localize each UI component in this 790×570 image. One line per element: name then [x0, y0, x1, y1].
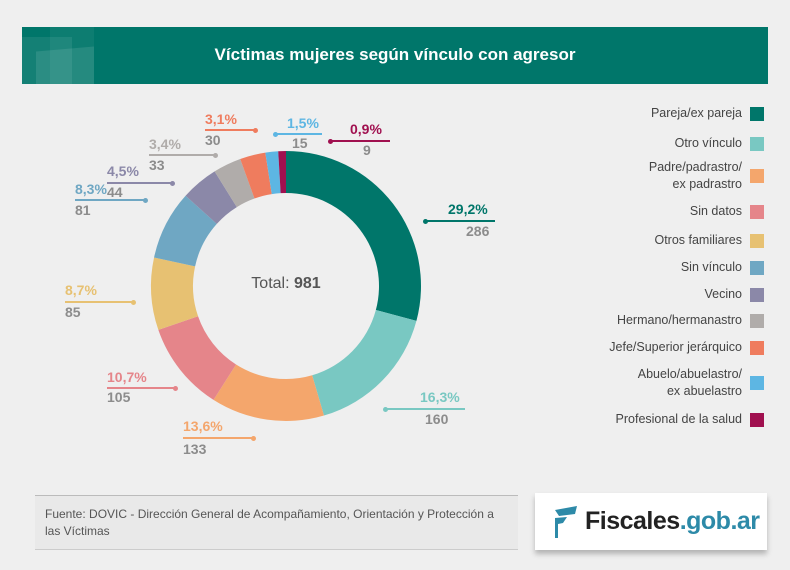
- leader-line: [107, 387, 175, 389]
- count-label: 105: [107, 389, 131, 405]
- leader-dot: [382, 406, 388, 412]
- donut-slice-5: [154, 195, 217, 267]
- legend-swatch: [750, 233, 764, 248]
- legend-item: Vecino: [704, 286, 764, 303]
- percent-label: 3,1%: [205, 111, 237, 127]
- donut-slice-2: [213, 364, 324, 421]
- leader-line: [107, 182, 172, 184]
- count-label: 44: [107, 184, 123, 200]
- donut-slice-4: [151, 257, 199, 330]
- leader-line: [330, 140, 390, 142]
- legend-label: Sin datos: [689, 204, 742, 218]
- legend-swatch: [750, 287, 764, 302]
- percent-label: 10,7%: [107, 369, 147, 385]
- banner-decoration: [22, 37, 72, 84]
- legend-item: Profesional de la salud: [616, 411, 764, 428]
- count-label: 33: [149, 157, 165, 173]
- legend-swatch: [750, 169, 764, 183]
- count-label: 160: [425, 411, 449, 427]
- count-label: 30: [205, 132, 221, 148]
- count-label: 9: [363, 142, 371, 158]
- legend-label: Profesional de la salud: [615, 412, 742, 426]
- donut-slice-1: [312, 309, 417, 416]
- legend-swatch: [750, 313, 764, 328]
- percent-label: 0,9%: [350, 121, 382, 137]
- leader-line: [149, 154, 215, 156]
- leader-dot: [130, 299, 136, 305]
- source-note: Fuente: DOVIC - Dirección General de Aco…: [35, 495, 518, 550]
- leader-dot: [250, 435, 256, 441]
- legend-label: Otros familiares: [654, 233, 742, 247]
- donut-slice-8: [240, 152, 272, 199]
- donut-slice-3: [158, 316, 237, 400]
- count-label: 133: [183, 441, 207, 457]
- donut-slice-7: [214, 158, 255, 208]
- legend-item: Hermano/hermanastro: [617, 312, 764, 329]
- title-banner: Víctimas mujeres según vínculo con agres…: [22, 27, 768, 84]
- leader-line: [275, 133, 322, 135]
- leader-dot: [272, 131, 278, 137]
- leader-line: [385, 408, 465, 410]
- percent-label: 1,5%: [287, 115, 319, 131]
- legend-label: Hermano/hermanastro: [616, 313, 742, 327]
- legend-swatch: [750, 136, 764, 151]
- leader-dot: [422, 218, 428, 224]
- count-label: 81: [75, 202, 91, 218]
- legend-swatch: [750, 412, 764, 427]
- donut-slice-6: [185, 171, 237, 224]
- legend-label: Abuelo/abuelastro/ex abuelastro: [637, 367, 742, 398]
- leader-dot: [169, 180, 175, 186]
- legend-item: Pareja/ex pareja: [651, 105, 764, 122]
- percent-label: 3,4%: [149, 136, 181, 152]
- legend-label: Pareja/ex pareja: [650, 106, 742, 120]
- percent-label: 16,3%: [420, 389, 460, 405]
- chart-title: Víctimas mujeres según vínculo con agres…: [214, 45, 576, 64]
- fiscales-f-icon: [555, 505, 577, 538]
- donut-slice-9: [265, 151, 281, 195]
- fiscales-logo: Fiscales .gob.ar: [535, 493, 767, 550]
- percent-label: 29,2%: [448, 201, 488, 217]
- percent-label: 4,5%: [107, 163, 139, 179]
- leader-line: [75, 199, 145, 201]
- donut-slice-0: [286, 151, 421, 321]
- leader-line: [425, 220, 495, 222]
- legend-swatch: [750, 260, 764, 275]
- leader-dot: [142, 197, 148, 203]
- legend-item: Sin datos: [690, 203, 764, 220]
- count-label: 85: [65, 304, 81, 320]
- donut-slice-10: [278, 151, 286, 194]
- legend-item: Abuelo/abuelastro/ex abuelastro: [638, 366, 764, 400]
- percent-label: 8,7%: [65, 282, 97, 298]
- leader-line: [65, 301, 133, 303]
- count-label: 286: [466, 223, 490, 239]
- legend-item: Padre/padrastro/ex padrastro: [649, 159, 764, 193]
- legend-swatch: [750, 204, 764, 219]
- count-label: 15: [292, 135, 308, 151]
- legend-item: Jefe/Superior jerárquico: [609, 339, 764, 356]
- total-label: Total: 981: [251, 275, 321, 292]
- leader-dot: [172, 385, 178, 391]
- legend-swatch: [750, 376, 764, 390]
- leader-dot: [212, 152, 218, 158]
- leader-line: [183, 437, 253, 439]
- legend-label: Otro vínculo: [674, 136, 742, 150]
- percent-label: 13,6%: [183, 418, 223, 434]
- leader-line: [205, 129, 255, 131]
- legend-item: Otro vínculo: [675, 135, 764, 152]
- leader-dot: [327, 138, 333, 144]
- legend-label: Padre/padrastro/ex padrastro: [648, 160, 742, 191]
- banner-decoration: [50, 27, 94, 84]
- legend-label: Sin vínculo: [680, 260, 742, 274]
- legend-swatch: [750, 106, 764, 121]
- legend-swatch: [750, 340, 764, 355]
- leader-dot: [252, 127, 258, 133]
- percent-label: 8,3%: [75, 181, 107, 197]
- legend-item: Otros familiares: [654, 232, 764, 249]
- legend-label: Vecino: [704, 287, 742, 301]
- legend-item: Sin vínculo: [681, 259, 764, 276]
- legend-label: Jefe/Superior jerárquico: [609, 340, 742, 354]
